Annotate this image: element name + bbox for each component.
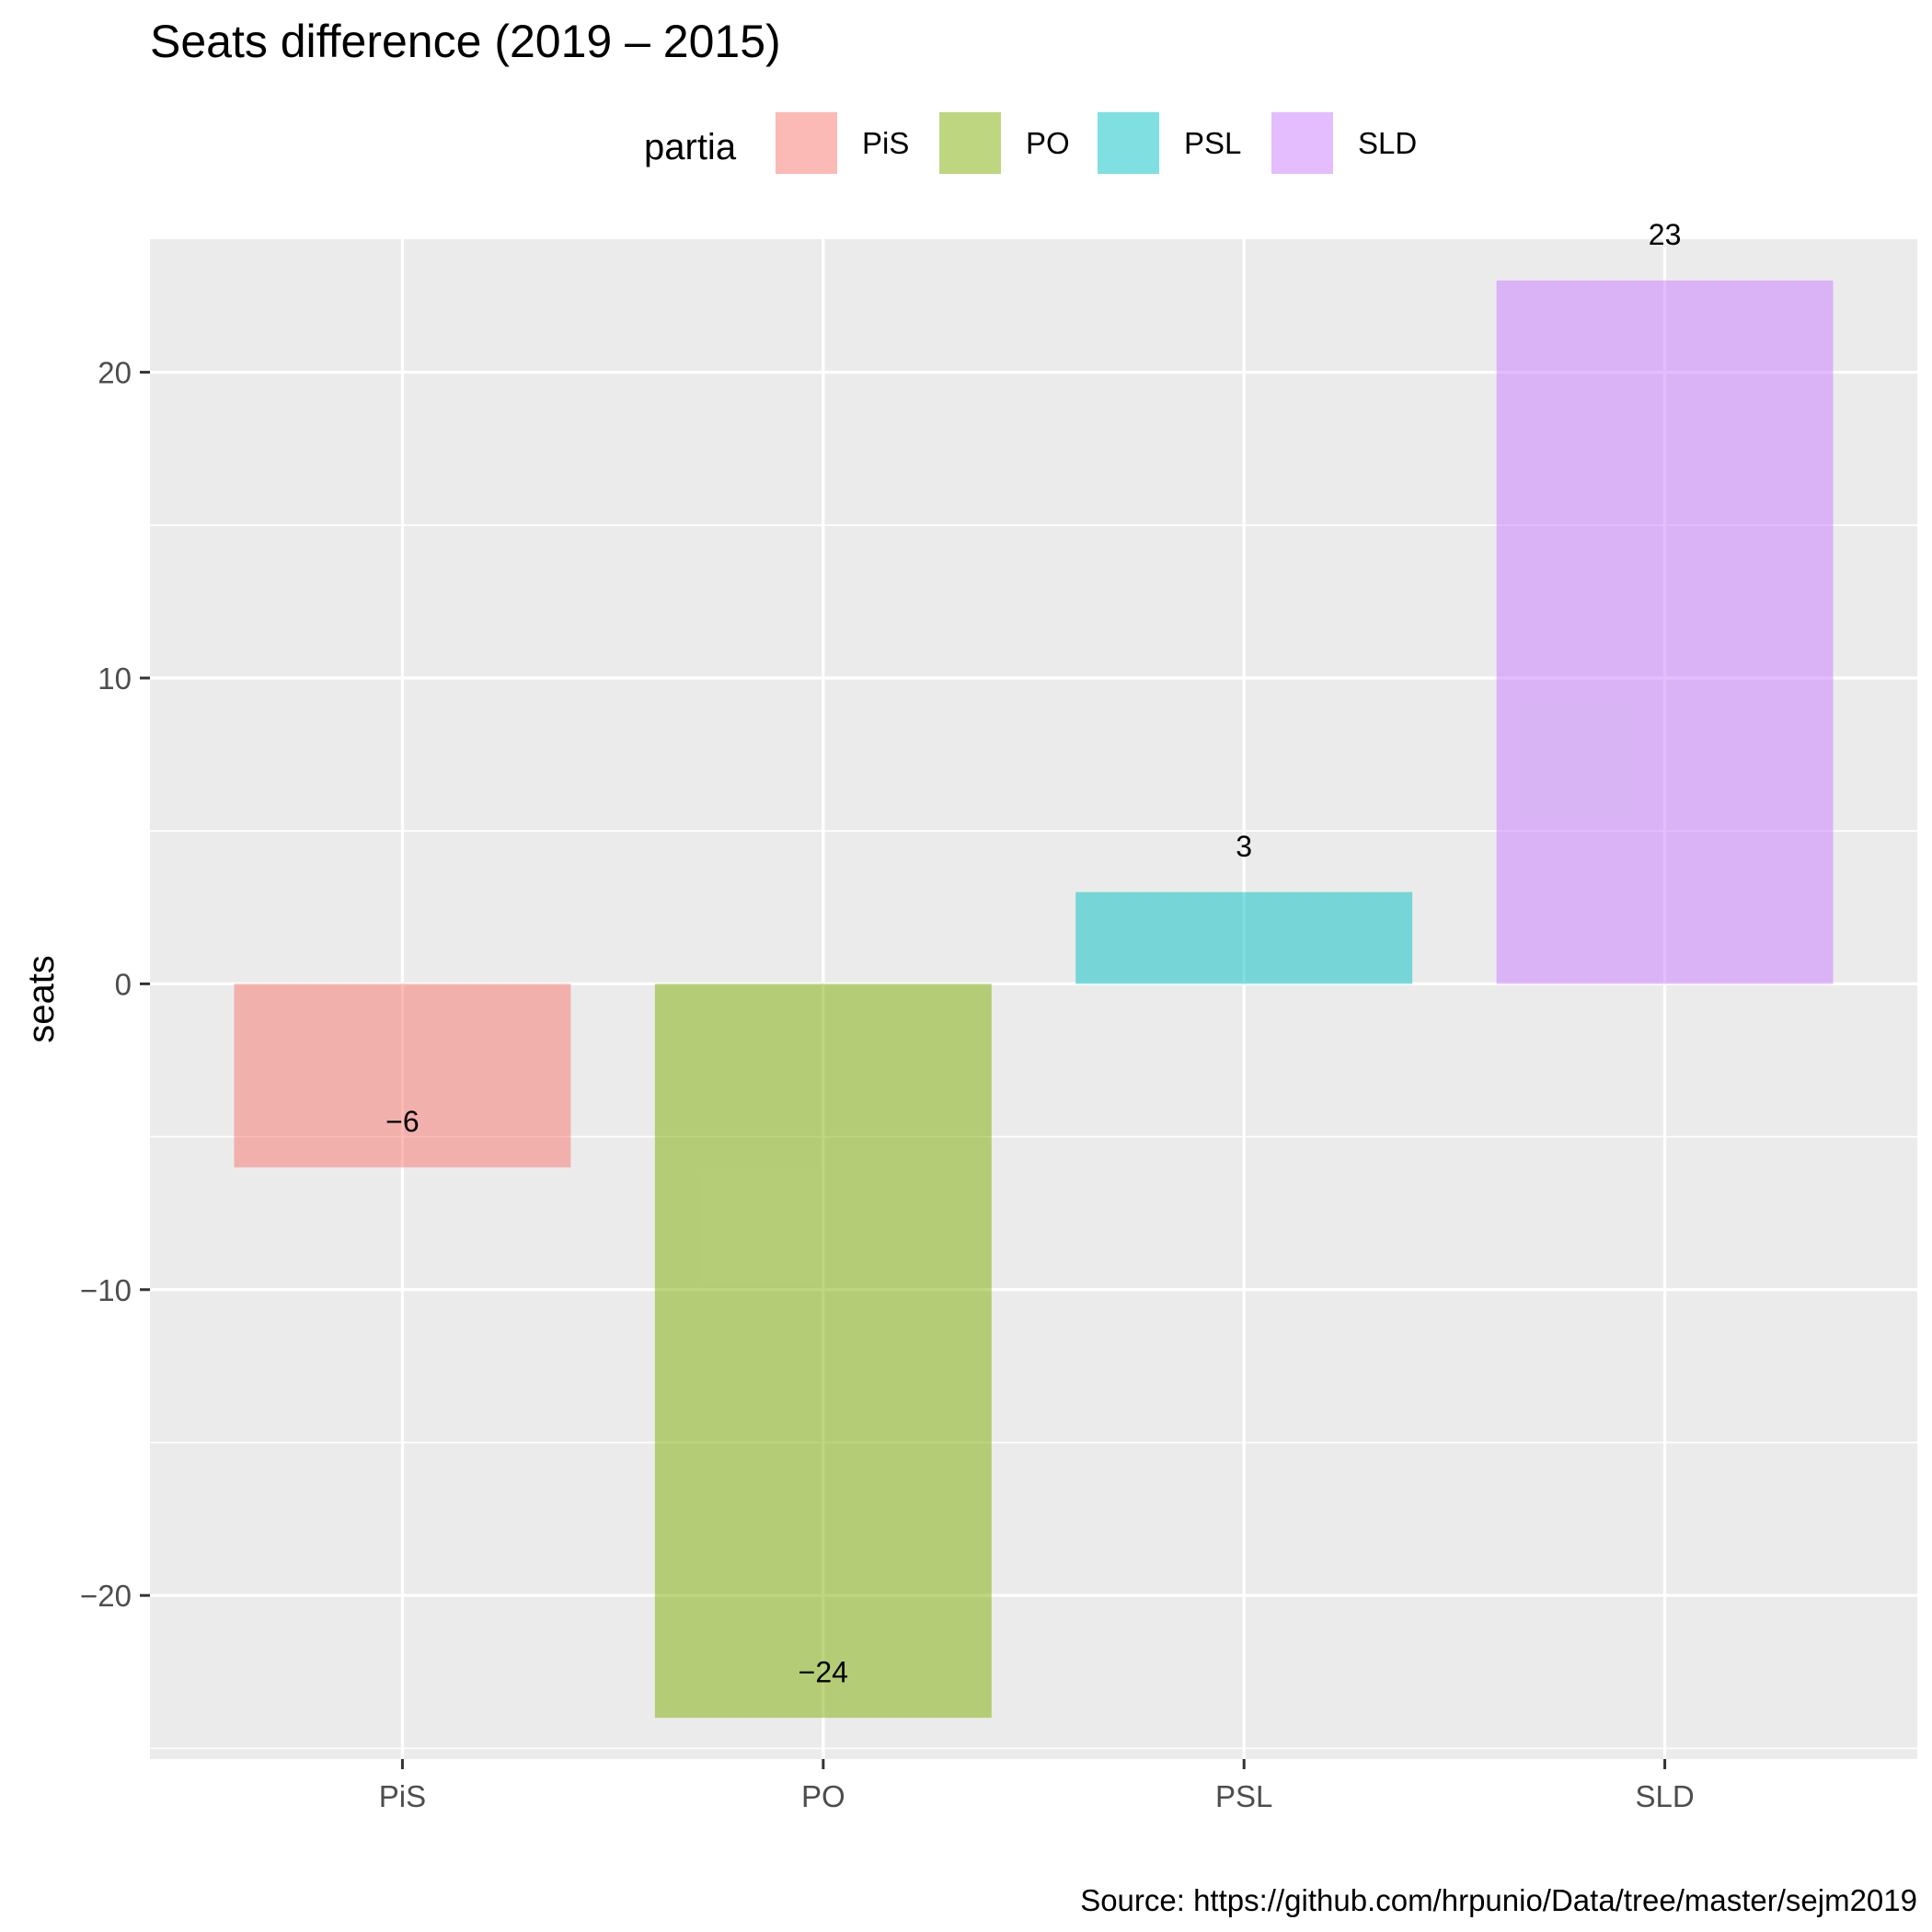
- bar-pis: [234, 983, 571, 1167]
- x-tick-label-po: PO: [801, 1779, 845, 1813]
- y-axis-title: seats: [21, 955, 62, 1043]
- bar-sld: [1496, 280, 1834, 984]
- bars: [234, 280, 1834, 1719]
- x-tick-label-pis: PiS: [379, 1779, 426, 1813]
- data-label-po: −24: [799, 1655, 848, 1688]
- legend: partia PiS PO PSL SLD: [644, 112, 1417, 174]
- legend-label-psl: PSL: [1184, 126, 1241, 160]
- chart-title: Seats difference (2019 – 2015): [150, 16, 781, 67]
- y-tick-label: 0: [115, 967, 132, 1001]
- y-tick-label: 20: [98, 356, 132, 390]
- y-tick-label: 10: [98, 661, 132, 696]
- data-labels: −6 −24 3 23: [385, 218, 1681, 1688]
- data-label-psl: 3: [1236, 830, 1252, 863]
- y-axis: −20 −10 0 10 20: [80, 356, 150, 1613]
- legend-key-sld: [1271, 112, 1333, 174]
- legend-title: partia: [644, 127, 737, 167]
- caption: Source: https://github.com/hrpunio/Data/…: [1080, 1883, 1917, 1917]
- y-tick-label: −20: [80, 1579, 132, 1613]
- legend-label-po: PO: [1026, 126, 1070, 160]
- x-tick-label-sld: SLD: [1635, 1779, 1694, 1813]
- y-tick-label: −10: [80, 1273, 132, 1307]
- legend-key-po: [939, 112, 1001, 174]
- data-label-sld: 23: [1649, 218, 1682, 251]
- x-tick-label-psl: PSL: [1215, 1779, 1272, 1813]
- legend-key-pis: [776, 112, 837, 174]
- data-label-pis: −6: [385, 1105, 419, 1138]
- legend-label-sld: SLD: [1358, 126, 1417, 160]
- bar-po: [654, 983, 992, 1719]
- legend-label-pis: PiS: [862, 126, 909, 160]
- x-axis: PiS PO PSL SLD: [379, 1759, 1695, 1813]
- bar-psl: [1075, 891, 1413, 984]
- legend-key-psl: [1098, 112, 1159, 174]
